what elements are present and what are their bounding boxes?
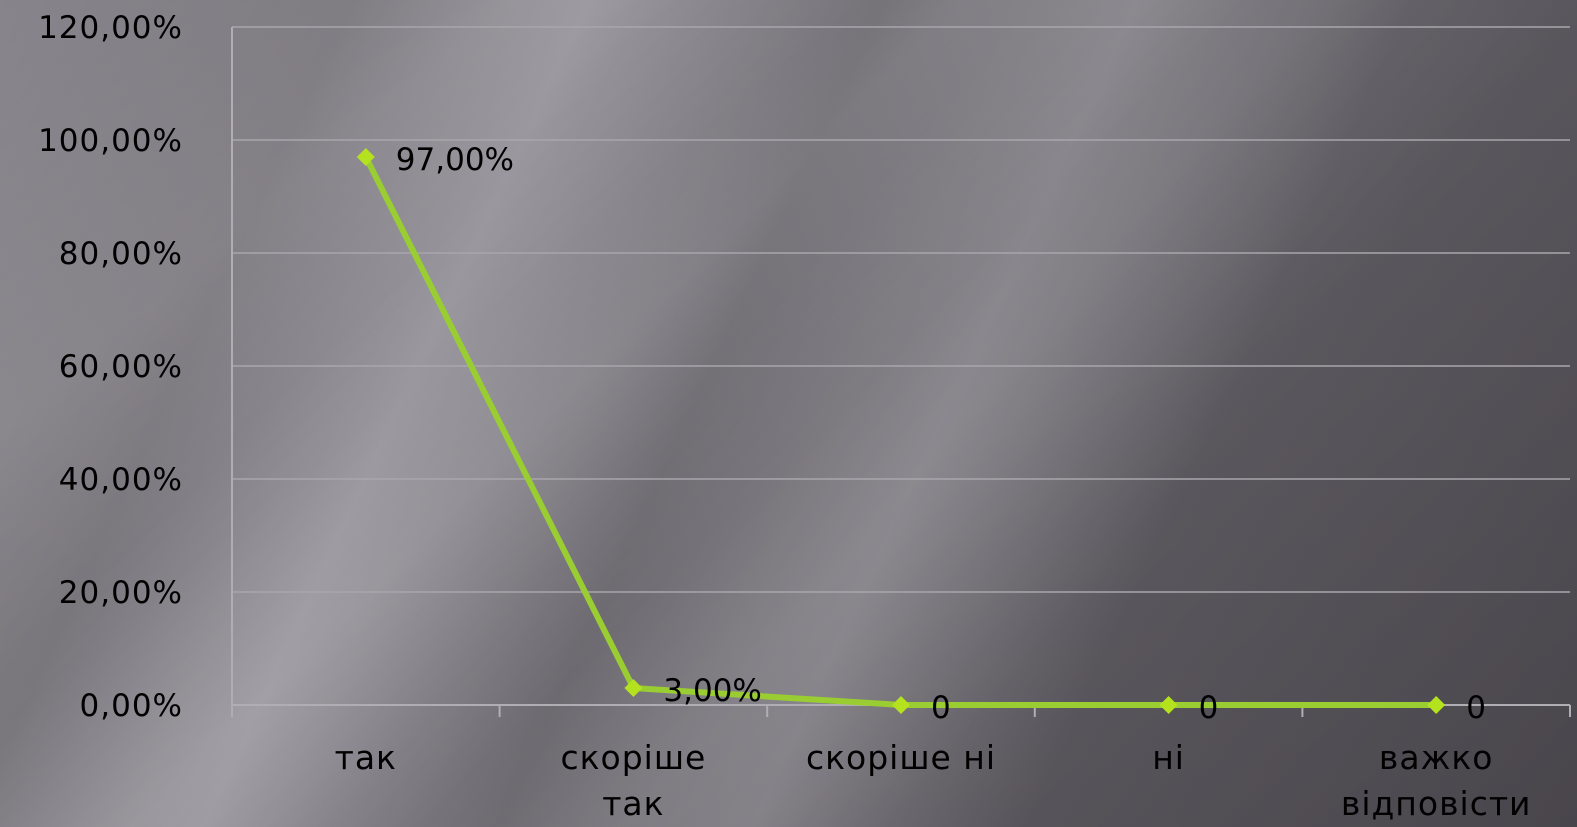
data-point-marker bbox=[1427, 696, 1446, 714]
y-tick-label: 120,00% bbox=[38, 10, 183, 46]
series-line bbox=[362, 153, 1440, 708]
y-tick-label: 100,00% bbox=[38, 123, 183, 159]
x-category-label: скоріше ні bbox=[806, 738, 996, 777]
y-tick-label: 20,00% bbox=[59, 575, 183, 611]
y-tick-label: 60,00% bbox=[59, 349, 183, 385]
y-tick-label: 0,00% bbox=[80, 688, 183, 724]
data-label: 0 bbox=[1466, 690, 1486, 726]
data-label: 97,00% bbox=[396, 142, 514, 178]
data-point-marker bbox=[356, 147, 375, 166]
y-tick-label: 80,00% bbox=[59, 236, 183, 272]
x-category-label: так bbox=[335, 738, 397, 777]
x-category-label: так bbox=[602, 784, 664, 823]
data-label: 0 bbox=[931, 690, 951, 726]
y-tick-label: 40,00% bbox=[59, 462, 183, 498]
x-category-label: важко bbox=[1379, 738, 1494, 777]
data-label: 0 bbox=[1199, 690, 1219, 726]
x-category-label: ні bbox=[1152, 738, 1185, 777]
data-point-marker bbox=[892, 696, 910, 714]
x-category-label: скоріше bbox=[560, 738, 706, 777]
x-category-label: відповісти bbox=[1341, 784, 1532, 823]
data-label: 3,00% bbox=[663, 673, 761, 709]
data-point-marker bbox=[624, 679, 643, 698]
data-point-marker bbox=[1159, 696, 1178, 714]
